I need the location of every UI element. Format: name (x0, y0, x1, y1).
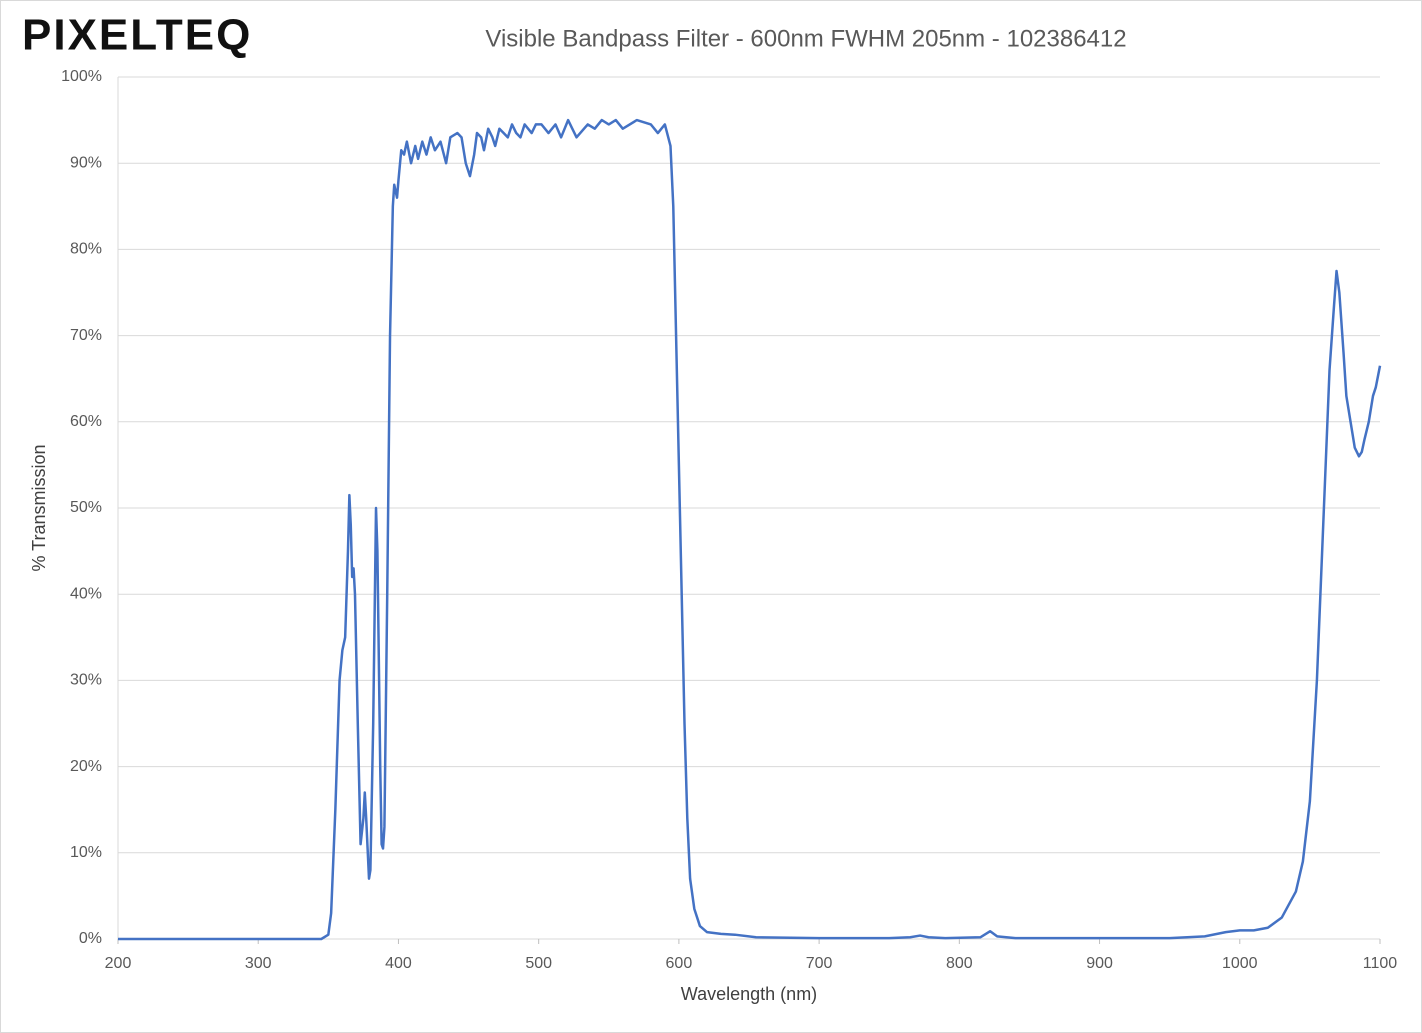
x-tick-label: 700 (806, 955, 833, 972)
y-tick-label: 60% (70, 413, 102, 430)
y-tick-label: 70% (70, 327, 102, 344)
y-tick-label: 100% (61, 68, 102, 85)
x-tick-label: 400 (385, 955, 412, 972)
x-tick-label: 500 (525, 955, 552, 972)
logo: PIXELTEQ (22, 11, 252, 60)
chart-title: Visible Bandpass Filter - 600nm FWHM 205… (485, 25, 1126, 52)
y-tick-label: 90% (70, 154, 102, 171)
y-tick-label: 10% (70, 844, 102, 861)
x-tick-label: 1000 (1222, 955, 1258, 972)
y-tick-label: 20% (70, 758, 102, 775)
y-tick-label: 0% (79, 930, 102, 947)
x-tick-label: 900 (1086, 955, 1113, 972)
x-tick-label: 200 (105, 955, 132, 972)
y-tick-label: 50% (70, 499, 102, 516)
x-axis-title: Wavelength (nm) (681, 984, 817, 1004)
x-tick-label: 800 (946, 955, 973, 972)
y-tick-label: 80% (70, 241, 102, 258)
x-tick-label: 300 (245, 955, 272, 972)
y-tick-label: 40% (70, 585, 102, 602)
x-tick-label: 600 (666, 955, 693, 972)
data-line (118, 118, 1382, 941)
y-tick-label: 30% (70, 672, 102, 689)
x-tick-label: 1100 (1363, 955, 1398, 972)
y-axis-title: % Transmission (29, 444, 49, 571)
